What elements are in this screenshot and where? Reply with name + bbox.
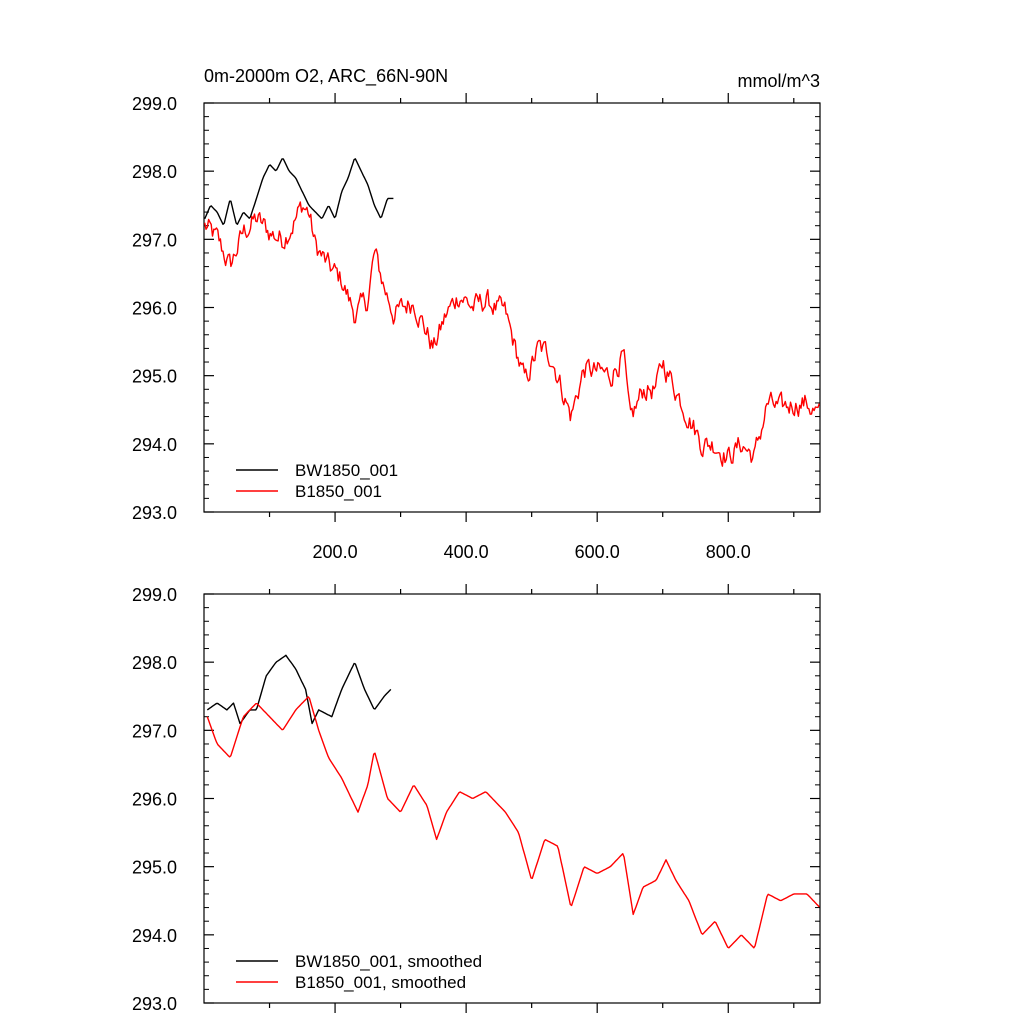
units-label: mmol/m^3: [738, 71, 820, 91]
y-tick-label: 298.0: [132, 162, 177, 182]
legend-label: BW1850_001, smoothed: [295, 952, 482, 971]
y-tick-label: 294.0: [132, 435, 177, 455]
top-panel: 299.0 298.0 297.0 296.0 295.0 294.0 293.0 200.0…: [132, 93, 821, 562]
y-tick-label: 294.0: [132, 926, 177, 946]
legend-label: BW1850_001: [295, 461, 398, 480]
y-tick-label: 295.0: [132, 858, 177, 878]
x-tick-label: 600.0: [575, 542, 620, 562]
y-tick-label: 298.0: [132, 653, 177, 673]
series-line-b1850: [204, 201, 820, 467]
series-line-bw1850: [204, 158, 394, 226]
bottom-panel: 299.0 298.0 297.0 296.0 295.0 294.0 293.0 BW185…: [132, 584, 821, 1014]
y-tick-label: 297.0: [132, 721, 177, 741]
y-tick-label: 295.0: [132, 367, 177, 387]
y-tick-label: 299.0: [132, 94, 177, 114]
legend-label: B1850_001: [295, 482, 382, 501]
series-line-b1850: [206, 696, 820, 949]
y-tick-label: 293.0: [132, 503, 177, 523]
y-tick-label: 299.0: [132, 585, 177, 605]
y-tick-label: 296.0: [132, 299, 177, 319]
plot-frame: [203, 593, 821, 1004]
chart-title: 0m-2000m O2, ARC_66N-90N: [204, 66, 448, 87]
y-tick-label: 296.0: [132, 790, 177, 810]
y-tick-label: 297.0: [132, 230, 177, 250]
x-tick-label: 400.0: [444, 542, 489, 562]
x-tick-label: 200.0: [313, 542, 358, 562]
legend-label: B1850_001, smoothed: [295, 973, 466, 992]
series-line-bw1850: [206, 654, 392, 725]
y-tick-label: 293.0: [132, 994, 177, 1014]
x-tick-label: 800.0: [706, 542, 751, 562]
